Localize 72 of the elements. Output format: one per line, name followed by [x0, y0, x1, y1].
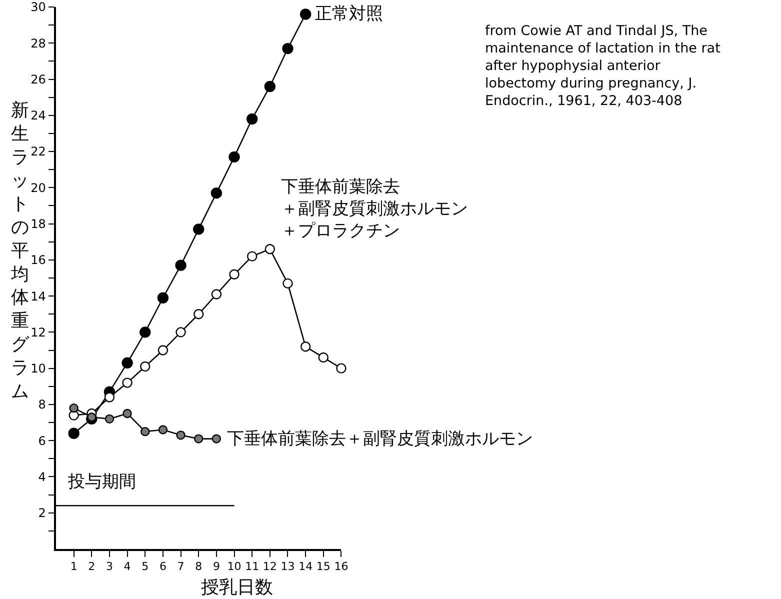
- point: [229, 269, 240, 280]
- y-tick-label: 30: [30, 0, 46, 14]
- point: [282, 42, 294, 54]
- point: [176, 430, 186, 440]
- point: [69, 403, 78, 413]
- x-tick-label: 4: [124, 560, 131, 573]
- point: [194, 309, 204, 320]
- x-tick-label: 5: [142, 560, 149, 573]
- y-tick-label: 12: [30, 325, 46, 340]
- legend-label: 投与期間: [67, 472, 136, 492]
- text: 新生ラットの平均体重グラム: [11, 100, 29, 402]
- y-tick-label: 14: [30, 289, 46, 304]
- x-tick-label: 15: [316, 560, 330, 573]
- y-tick-label: 16: [30, 253, 46, 268]
- x-tick-label: 11: [245, 560, 260, 573]
- y-tick-label: 28: [30, 36, 46, 50]
- point: [246, 251, 258, 262]
- y-tick-label: 8: [38, 398, 46, 412]
- point: [300, 8, 312, 20]
- point: [122, 378, 132, 388]
- point: [140, 361, 150, 372]
- y-tick-label: 26: [30, 72, 46, 86]
- text: from Cowie AT and Tindal JS, The maintenance of lactation in the rat after hypophysial anterior lobectomy during pregnancy, J. Endocrin., 1961, 22, 403-408: [485, 23, 720, 110]
- point: [158, 345, 168, 356]
- point: [176, 327, 186, 338]
- series-label: 下垂体前葉除去＋副腎皮質刺激ホルモン: [227, 429, 533, 449]
- x-tick-label: 2: [88, 560, 96, 573]
- point: [194, 434, 204, 444]
- point: [336, 363, 346, 374]
- point: [122, 357, 133, 369]
- point: [68, 428, 80, 439]
- x-axis-title: 授乳日数: [201, 577, 273, 598]
- x-tick-label: 16: [334, 560, 348, 573]
- y-tick-label: 24: [30, 108, 46, 123]
- x-tick-label: 6: [159, 560, 166, 573]
- y-tick-label: 2: [38, 506, 46, 520]
- x-tick-label: 13: [280, 560, 295, 573]
- x-tick-label: 9: [212, 560, 220, 573]
- point: [264, 244, 276, 254]
- point: [300, 342, 311, 352]
- point: [282, 278, 293, 289]
- point: [210, 187, 222, 199]
- series-label: 下垂体前葉除去＋副腎皮質刺激ホルモン＋プロラクチン: [281, 177, 468, 242]
- x-tick-label: 7: [177, 560, 184, 573]
- point: [212, 434, 222, 444]
- y-tick-label: 20: [30, 180, 46, 195]
- y-tick-label: 18: [30, 217, 46, 231]
- x-tick-label: 8: [195, 560, 202, 573]
- point: [211, 289, 222, 300]
- x-tick-label: 12: [262, 560, 277, 573]
- point: [122, 408, 132, 418]
- point: [140, 326, 151, 338]
- y-tick-label: 6: [38, 434, 46, 448]
- y-tick-label: 22: [30, 144, 46, 159]
- y-tick-label: 10: [30, 362, 46, 376]
- point: [104, 392, 115, 402]
- x-tick-label: 3: [106, 560, 113, 573]
- point: [175, 260, 186, 271]
- point: [104, 414, 114, 424]
- point: [264, 80, 276, 92]
- y-tick-label: 4: [38, 470, 46, 484]
- point: [318, 352, 328, 363]
- series-label: 正常対照: [315, 4, 383, 24]
- point: [246, 113, 258, 125]
- point: [140, 426, 150, 436]
- point: [193, 224, 204, 235]
- point: [228, 151, 240, 163]
- x-tick-label: 1: [70, 560, 78, 573]
- point: [157, 292, 169, 304]
- x-tick-label: 14: [298, 560, 313, 573]
- point: [158, 425, 168, 434]
- x-tick-label: 10: [227, 560, 242, 573]
